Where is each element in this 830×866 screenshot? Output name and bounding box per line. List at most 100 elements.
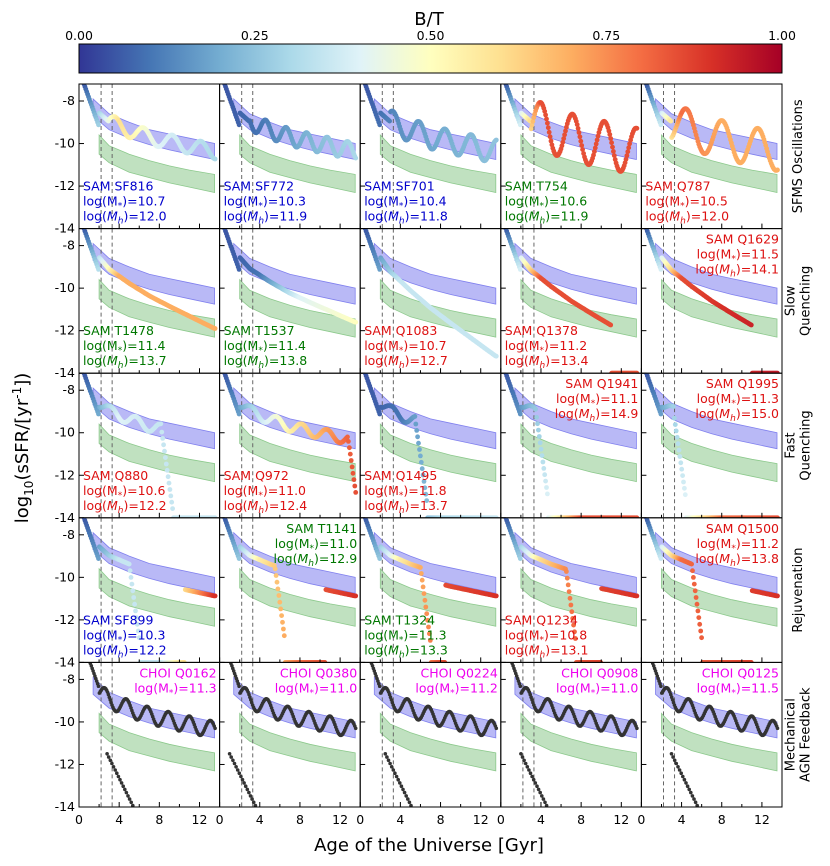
- data-point: [236, 267, 242, 272]
- panel-plot-area: [222, 373, 359, 518]
- data-point: [377, 556, 383, 561]
- data-point: [393, 771, 397, 775]
- galaxy-id: SAM T1141: [286, 521, 357, 536]
- galaxy-id: SAM Q787: [645, 179, 710, 194]
- stellar-mass: log(M*)=10.5: [645, 194, 727, 212]
- galaxy-id: SAM Q1378: [505, 323, 578, 338]
- galaxy-id: SAM Q1083: [364, 323, 437, 338]
- panel-plot-area: [81, 84, 218, 229]
- data-point: [279, 613, 284, 618]
- data-point: [401, 787, 405, 792]
- data-point: [493, 137, 499, 143]
- data-point: [533, 406, 538, 412]
- data-point: [598, 660, 604, 663]
- stellar-mass: log(M*)=11.5: [697, 247, 779, 265]
- data-point: [691, 575, 696, 580]
- y-tick-label: -12: [55, 756, 75, 771]
- data-point: [659, 684, 663, 688]
- data-point: [167, 487, 173, 492]
- x-tick-label: 8: [437, 812, 445, 827]
- x-tick-label: 12: [613, 812, 629, 827]
- data-point: [427, 638, 433, 643]
- stellar-mass: log(M*)=10.4: [364, 194, 446, 212]
- data-point: [165, 474, 171, 480]
- data-point: [166, 480, 172, 486]
- data-point: [280, 619, 285, 625]
- halo-mass: log(Mh)=11.8: [364, 209, 448, 227]
- data-point: [226, 651, 230, 655]
- stellar-mass: log(M*)=11.4: [83, 338, 165, 356]
- stellar-mass: log(M*)=11.3: [134, 680, 216, 698]
- stellar-mass: log(M*)=10.3: [224, 194, 306, 212]
- data-point: [594, 137, 600, 143]
- x-tick-label: 0: [356, 812, 364, 827]
- data-point: [96, 122, 101, 128]
- data-point: [775, 515, 780, 518]
- data-point: [692, 797, 696, 801]
- data-point: [694, 601, 700, 607]
- data-point: [624, 153, 630, 159]
- panel-plot-area: [510, 662, 639, 808]
- stellar-mass: log(M*)=11.0: [275, 536, 357, 554]
- data-point: [775, 370, 780, 374]
- panel-plot-area: [369, 662, 499, 808]
- data-point: [531, 777, 536, 782]
- data-point: [608, 322, 614, 328]
- data-point: [127, 797, 132, 801]
- data-point: [278, 606, 284, 612]
- data-point: [420, 584, 426, 590]
- x-tick-label: 0: [75, 812, 83, 827]
- sfms-band: [373, 531, 497, 594]
- data-point: [108, 698, 112, 702]
- data-point: [131, 803, 135, 808]
- data-point: [541, 466, 547, 471]
- data-point: [493, 353, 499, 359]
- data-point: [576, 130, 582, 135]
- data-point: [668, 118, 674, 124]
- data-point: [606, 128, 612, 134]
- data-point: [111, 765, 116, 769]
- data-point: [535, 421, 540, 427]
- galaxy-id: CHOI Q0908: [561, 665, 638, 680]
- halo-mass: log(Mh)=14.1: [695, 262, 779, 280]
- data-point: [695, 608, 701, 614]
- data-point: [347, 445, 352, 451]
- data-point: [213, 726, 217, 731]
- data-point: [423, 491, 429, 497]
- data-point: [350, 470, 356, 476]
- data-point: [419, 577, 425, 583]
- data-point: [690, 568, 695, 574]
- data-point: [234, 765, 238, 769]
- data-point: [699, 635, 704, 641]
- sfms-band: [514, 531, 637, 594]
- green-valley-band: [379, 423, 497, 483]
- data-point: [658, 411, 664, 417]
- halo-mass: log(Mh)=13.3: [364, 642, 448, 660]
- row-title: SFMS Oscillations: [791, 99, 806, 213]
- data-point: [674, 761, 679, 766]
- data-point: [607, 132, 613, 137]
- data-point: [676, 765, 680, 769]
- data-point: [409, 803, 413, 808]
- y-tick-label: -10: [55, 714, 75, 729]
- halo-mass: log(Mh)=12.0: [83, 209, 167, 227]
- data-point: [242, 781, 246, 785]
- data-point: [634, 125, 640, 131]
- colorbar-tick-label: 0.00: [65, 28, 93, 43]
- green-valley-band: [661, 567, 778, 627]
- data-point: [610, 144, 615, 150]
- data-point: [493, 593, 499, 599]
- data-point: [678, 460, 684, 466]
- data-point: [611, 149, 616, 154]
- x-tick-label: 4: [115, 812, 123, 827]
- data-point: [106, 755, 111, 759]
- data-point: [543, 800, 547, 805]
- data-point: [235, 768, 240, 772]
